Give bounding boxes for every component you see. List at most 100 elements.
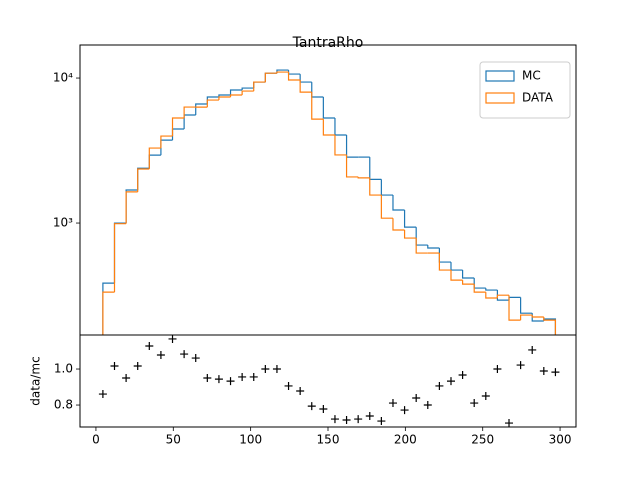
- histogram-step: [206, 99, 219, 108]
- histogram-step: [264, 72, 277, 83]
- histogram-step: [450, 270, 463, 281]
- marker: [505, 419, 514, 428]
- x-tick-label: 50: [166, 433, 181, 447]
- marker: [110, 361, 119, 370]
- histogram-step: [427, 245, 440, 249]
- x-tick-label: 200: [394, 433, 417, 447]
- marker: [156, 350, 165, 359]
- marker: [365, 412, 374, 421]
- marker: [400, 406, 409, 415]
- histogram-step: [403, 230, 417, 239]
- marker: [330, 415, 339, 424]
- marker: [354, 415, 363, 424]
- marker: [296, 386, 305, 395]
- histogram-step: [160, 135, 173, 149]
- chart-title: TantraRho: [292, 35, 364, 51]
- marker: [516, 361, 525, 370]
- histogram-step: [311, 92, 324, 120]
- histogram-step: [520, 314, 533, 321]
- histogram-step: [392, 195, 405, 211]
- histogram-step: [276, 71, 289, 74]
- marker: [435, 381, 444, 390]
- y-tick-label: 0.8: [54, 398, 73, 412]
- x-tick-label: 150: [317, 433, 340, 447]
- histogram-step: [148, 147, 161, 169]
- histogram-step: [461, 280, 475, 285]
- marker: [551, 368, 560, 377]
- marker: [122, 374, 131, 383]
- legend-swatch: [485, 92, 515, 104]
- x-tick-label: 100: [239, 433, 262, 447]
- histogram-step: [345, 154, 359, 178]
- x-tick-label: 250: [471, 433, 494, 447]
- histogram-step: [496, 294, 510, 299]
- histogram-step: [183, 106, 196, 119]
- x-tick-label: 300: [549, 433, 572, 447]
- marker: [458, 370, 467, 379]
- histogram-step: [496, 290, 510, 301]
- marker: [446, 377, 455, 386]
- marker: [307, 402, 316, 411]
- histogram-step: [171, 117, 185, 137]
- histogram-step: [392, 218, 405, 231]
- marker: [528, 345, 537, 354]
- histogram-step: [137, 168, 150, 192]
- y-tick-label: 1.0: [54, 362, 73, 376]
- marker: [481, 392, 490, 401]
- histogram-step: [299, 80, 312, 93]
- marker: [470, 399, 479, 408]
- histogram-step: [461, 270, 475, 279]
- histogram-step: [369, 177, 382, 196]
- histogram-step: [485, 292, 498, 299]
- histogram-step: [357, 176, 370, 179]
- marker: [388, 399, 397, 408]
- histogram-step: [380, 195, 393, 219]
- legend-swatch: [485, 70, 515, 82]
- histogram-step: [218, 96, 231, 101]
- marker: [284, 381, 293, 390]
- marker: [226, 377, 235, 386]
- histogram-step: [229, 89, 243, 95]
- axes-frame: [79, 334, 577, 428]
- marker: [203, 374, 212, 383]
- histogram-step: [403, 210, 417, 228]
- histogram-step: [125, 191, 138, 224]
- histogram-step: [241, 87, 254, 91]
- marker: [342, 415, 351, 424]
- marker: [98, 390, 107, 399]
- marker: [249, 372, 258, 381]
- histogram-step: [543, 316, 557, 335]
- marker: [238, 372, 247, 381]
- marker: [214, 375, 223, 384]
- histogram-step: [508, 295, 521, 321]
- y-tick-label: 10³: [53, 216, 73, 230]
- histogram-step: [113, 223, 127, 293]
- marker: [319, 404, 328, 413]
- histogram-step: [218, 94, 231, 98]
- histogram-step: [322, 119, 335, 136]
- histogram-step: [438, 253, 451, 271]
- legend-label: DATA: [522, 91, 554, 105]
- x-tick-label: 0: [92, 433, 100, 447]
- marker: [133, 361, 142, 370]
- marker: [539, 367, 548, 376]
- legend-label: MC: [522, 69, 541, 83]
- histogram-step: [322, 97, 335, 119]
- y-axis-label: data/mc: [29, 356, 43, 405]
- histogram-step: [520, 297, 533, 314]
- marker: [412, 394, 421, 403]
- marker: [272, 365, 281, 374]
- y-tick-label: 10⁴: [53, 71, 73, 85]
- marker: [261, 365, 270, 374]
- legend-box: [479, 61, 571, 119]
- histogram-step: [253, 81, 266, 92]
- histogram-step: [485, 288, 498, 291]
- histogram-step: [473, 284, 486, 293]
- marker: [180, 350, 189, 359]
- histogram-step: [241, 90, 254, 95]
- marker: [493, 365, 502, 374]
- marker: [145, 341, 154, 350]
- marker: [377, 417, 386, 426]
